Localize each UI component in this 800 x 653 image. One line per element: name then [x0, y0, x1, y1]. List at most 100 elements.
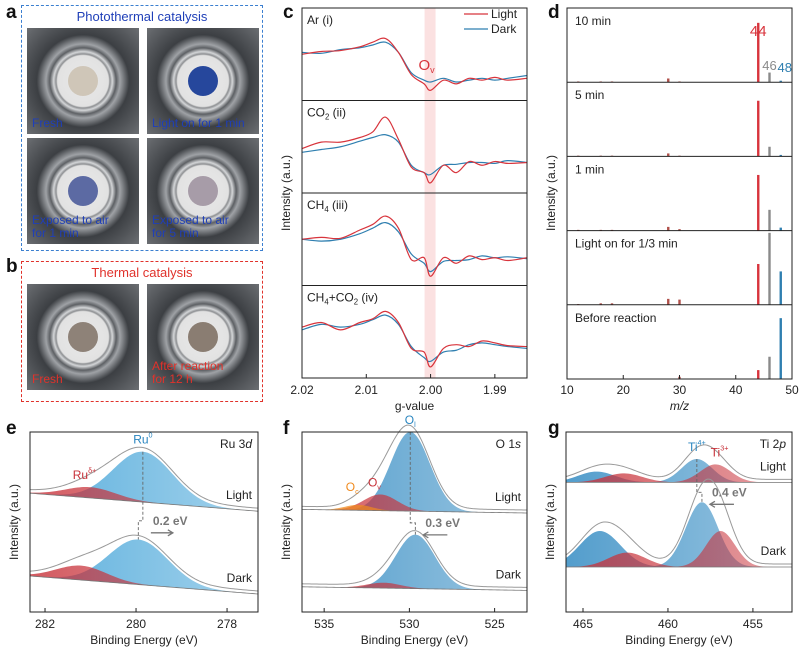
ms-bar: [667, 226, 670, 231]
sample-photo: After reaction for 12 h: [147, 284, 259, 390]
panel-label-f: f: [283, 418, 290, 439]
ms-bar: [779, 154, 782, 157]
ms-bar: [667, 153, 670, 157]
xps-title: Ru 3d: [220, 437, 252, 451]
y-axis-label: Intensity (a.u.): [543, 484, 557, 560]
ms-bar: [599, 303, 602, 305]
x-tick-label: 535: [314, 617, 334, 631]
x-tick-label: 530: [399, 617, 419, 631]
caption-line: for 12 h: [152, 372, 193, 386]
photo-caption: Exposed to air for 1 min: [32, 214, 109, 240]
xps-frame: [301, 431, 528, 613]
ms-bar: [678, 229, 681, 231]
epr-dark-line: [301, 41, 528, 83]
fit-component-peak: [566, 459, 792, 483]
x-axis-label: Binding Energy (eV): [90, 633, 197, 647]
panel-label-a: a: [6, 2, 17, 23]
x-tick-label: 2.01: [355, 383, 379, 397]
fit-component-peak: [30, 539, 258, 594]
epr-dark-line: [301, 221, 528, 273]
catalyst-disc: [188, 66, 218, 96]
ms-bar: [768, 209, 771, 231]
x-tick-label: 280: [126, 617, 146, 631]
fit-component-peak: [566, 502, 792, 567]
x-tick-label: 460: [658, 617, 678, 631]
shift-label: 0.3 eV: [425, 516, 460, 530]
xps-title: Ti 2p: [760, 437, 787, 451]
x-tick-label: 282: [35, 617, 55, 631]
component-label: Ti4+: [688, 438, 706, 454]
ms-bar: [757, 22, 760, 83]
arrow-left-icon: [422, 531, 448, 539]
caption-line: Exposed to air: [152, 213, 229, 227]
catalyst-disc: [188, 322, 218, 352]
peak-label: 48: [778, 60, 792, 75]
fit-component-peak: [302, 534, 527, 591]
x-tick-label: 278: [217, 617, 237, 631]
fit-component-peak: [30, 565, 258, 594]
caption-line: Fresh: [32, 116, 63, 130]
arrow-right-icon: [150, 529, 175, 537]
thermal-title: Thermal catalysis: [91, 265, 193, 280]
peak-label: 44: [750, 23, 767, 40]
fit-component-peak: [566, 531, 792, 567]
sample-photo: Light on for 1 min: [147, 28, 259, 134]
fit-component-peak: [302, 431, 527, 513]
fit-component-peak: [302, 504, 527, 513]
fit-component-peak: [566, 552, 792, 567]
epr-panel-label: CO2 (ii): [307, 106, 346, 122]
xps-frame: [565, 431, 793, 613]
x-tick-label: 455: [743, 617, 763, 631]
ms-panel-label: Light on for 1/3 min: [575, 237, 678, 251]
fit-component-peak: [566, 464, 792, 483]
x-tick-label: 10: [560, 383, 574, 397]
caption-line: Exposed to air: [32, 213, 109, 227]
ms-bar: [678, 299, 681, 305]
baseline-line: [29, 575, 259, 595]
spectrum-label: Light: [495, 490, 522, 504]
panel-label-g: g: [548, 418, 560, 439]
photo-caption: Fresh: [32, 117, 63, 130]
sample-photo: Exposed to air for 5 min: [147, 138, 259, 244]
x-axis-label: g-value: [395, 399, 435, 413]
x-axis-label: Binding Energy (eV): [625, 633, 732, 647]
x-tick-label: 2.00: [419, 383, 443, 397]
ms-panel-label: 1 min: [575, 162, 604, 176]
shift-guide: [696, 459, 703, 503]
caption-line: for 1 min: [32, 226, 79, 240]
ms-panel-label: Before reaction: [575, 311, 656, 325]
ms-bar: [610, 303, 614, 305]
ms-bar: [667, 78, 670, 83]
x-axis-label: m/z: [670, 399, 689, 413]
xps-frame: [29, 431, 259, 613]
ms-bar: [779, 318, 782, 379]
spectrum-label: Dark: [496, 567, 522, 581]
y-axis-label: Intensity (a.u.): [544, 155, 558, 231]
y-axis-label: Intensity (a.u.): [279, 484, 293, 560]
caption-line: After reaction: [152, 359, 224, 373]
caption-line: Fresh: [32, 372, 63, 386]
x-tick-label: 2.02: [290, 383, 314, 397]
x-tick-label: 40: [729, 383, 743, 397]
catalyst-disc: [68, 176, 98, 206]
baseline-line: [301, 586, 528, 591]
baseline-line: [29, 492, 259, 512]
catalyst-disc: [68, 66, 98, 96]
photo-caption: Fresh: [32, 373, 63, 386]
ms-bar: [779, 80, 782, 83]
y-axis-label: Intensity (a.u.): [7, 484, 21, 560]
spectrum-label: Light: [760, 459, 787, 473]
ms-bar: [757, 263, 760, 305]
sample-photo: Fresh: [27, 28, 139, 134]
ms-bar: [768, 146, 771, 157]
caption-line: Light on for 1 min: [152, 116, 245, 130]
arrow-left-icon: [708, 500, 734, 508]
ms-bar: [757, 174, 760, 231]
panel-label-b: b: [6, 256, 18, 277]
caption-line: for 5 min: [152, 226, 199, 240]
ms-bar: [768, 356, 771, 379]
component-label: Ruδ+: [73, 466, 97, 482]
epr-dark-line: [301, 133, 528, 176]
